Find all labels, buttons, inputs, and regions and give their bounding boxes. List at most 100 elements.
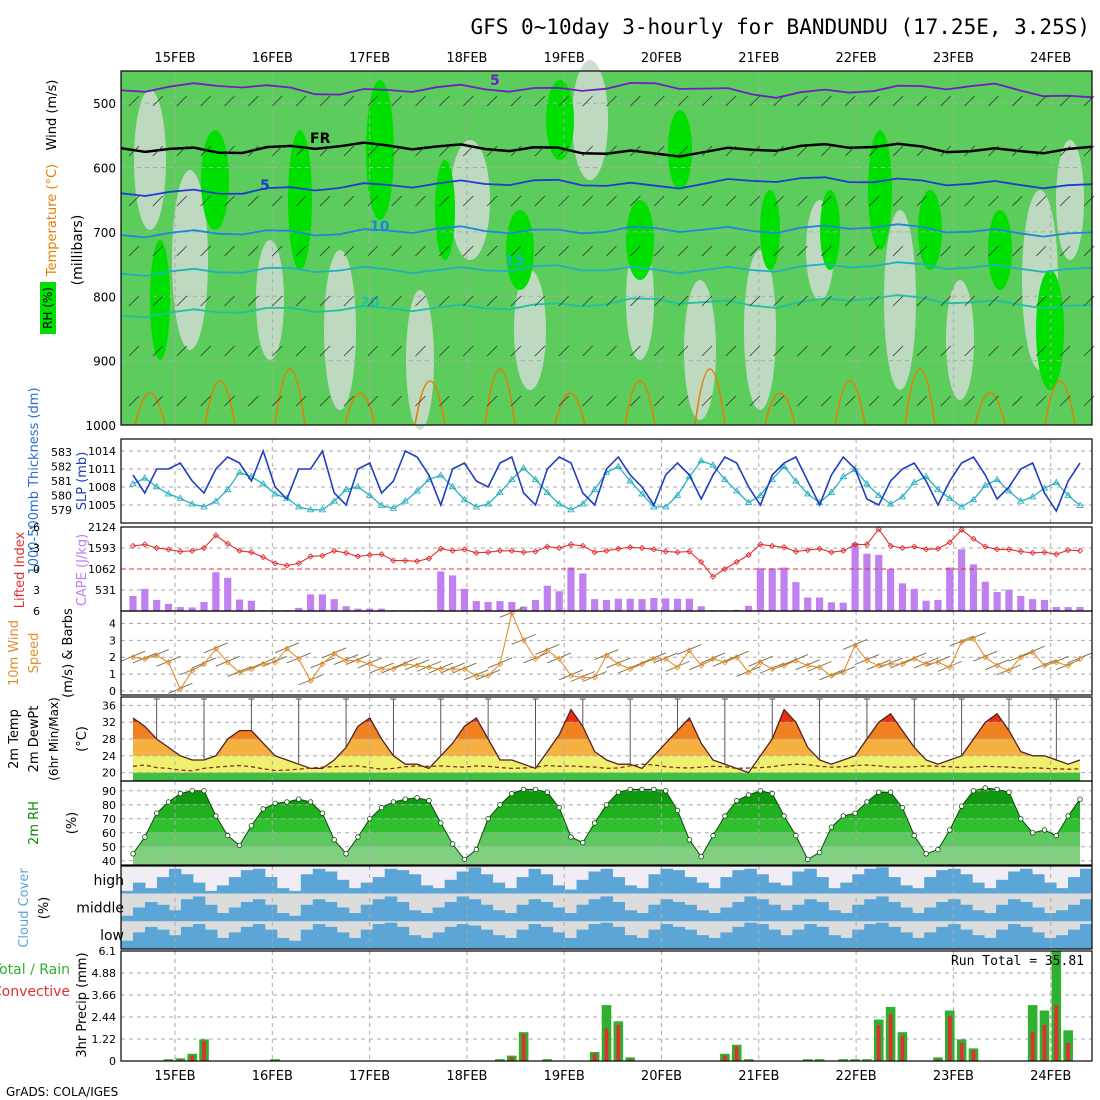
wind-barb [844,295,856,307]
wind-barb [391,195,402,207]
wind-barb [248,295,259,307]
thickness-point [472,503,481,510]
wind-speed-point [911,655,918,663]
cloud-bar [864,924,877,949]
temp-tick-label: 32 [102,716,116,729]
wind-barb [558,295,570,307]
wind-barb [892,95,904,107]
wind-barb [964,95,975,107]
wind-barb-10m [902,652,927,664]
cloud-bar [540,926,554,949]
slp-tick-label: 1014 [88,445,116,458]
rh2m-point [449,841,456,847]
cloud-bar [996,929,1009,949]
wind-barb [1035,95,1047,107]
cape-bar [768,568,776,611]
wind-barb-10m [322,647,347,659]
precip-total-bar [838,1059,849,1061]
wind-barb-10m [333,654,359,666]
wind-barb [319,95,331,107]
wind-barb [773,95,784,107]
wind-barb [582,395,593,407]
thickness-point [650,503,658,510]
wind-barb [1059,295,1071,307]
cloud-bar [264,904,278,922]
wind-barb [1035,295,1047,307]
cloud-bar [1032,874,1045,894]
cloud-bar [432,907,446,922]
cape-bar [1052,607,1060,611]
thickness-point [259,480,268,487]
date-label-bottom: 18FEB [446,1069,487,1084]
cloud-bar [1044,937,1057,949]
wind-barb [653,295,665,307]
wind-barb [964,245,975,257]
wind-barb [653,395,665,407]
wind-barb [653,195,665,207]
cloud-bar [672,870,685,894]
thickness-point [508,475,516,483]
wind-barb [630,295,641,307]
cloud-bar [600,868,613,894]
wind-barb [749,195,761,207]
rh2m-point [165,799,172,805]
wind-tick-label: 0 [109,685,116,698]
wind-barb [844,195,856,207]
warm-isotherm [134,392,166,426]
rh2m-point [189,788,195,794]
lifted-index-point [484,549,492,556]
cape-bar [946,567,954,611]
rh2m-tick-label: 70 [102,813,116,826]
thickness-point [460,495,469,503]
cloud-bar [840,913,853,922]
wind-barb-10m [641,652,667,664]
precip-convective-bar [178,1059,183,1061]
lifted-index-point [508,547,515,554]
wind-speed-point [1065,662,1072,669]
wind-barb-10m [1067,652,1093,664]
cloud-bar [972,935,985,949]
cloud-bar [384,922,398,949]
dewpt-line [132,763,1081,772]
date-label-bottom: 19FEB [544,1069,585,1084]
wind-speed-point [875,662,882,669]
cape-bar [212,572,220,611]
cloud-bar [444,901,458,922]
wind-barb [319,345,331,357]
wind-barb [1035,145,1047,157]
thickness-point [354,482,362,490]
wind-barb-10m [404,659,430,671]
isotherm-label: FR [310,131,331,147]
wind-barb [391,295,402,307]
cloud-bar [180,874,194,894]
wind-barb [725,95,737,107]
thickness-point [579,500,587,507]
cloud-bar [960,904,973,922]
wind-barb [534,145,546,157]
cloud-bar [1056,935,1069,949]
lifted-index-point [994,546,1001,553]
wind-barb [940,295,952,307]
cloud-bar [924,877,937,894]
wind-barb [868,195,880,207]
wind-barb [797,95,808,107]
wind-speed-point [319,660,326,668]
wind-barb [653,245,665,257]
lifted-index-point [1041,549,1048,556]
thickness-point [697,456,705,464]
wind-barb-10m [842,638,868,650]
cloud-bar [144,901,158,922]
precip-frame [120,950,1093,1062]
wind-barb [510,195,522,207]
rh-moist-region [506,210,534,290]
wind-speed-point [1041,662,1048,669]
rh2m-point [887,789,894,795]
wind-barb [582,145,593,157]
wind-barb [486,295,498,307]
cloud-bar [780,935,793,949]
wind-barb [152,345,164,357]
wind-barb [844,145,856,157]
wind-barb [224,145,235,157]
cape-bar [1064,607,1072,611]
cloud-bar [324,901,338,922]
